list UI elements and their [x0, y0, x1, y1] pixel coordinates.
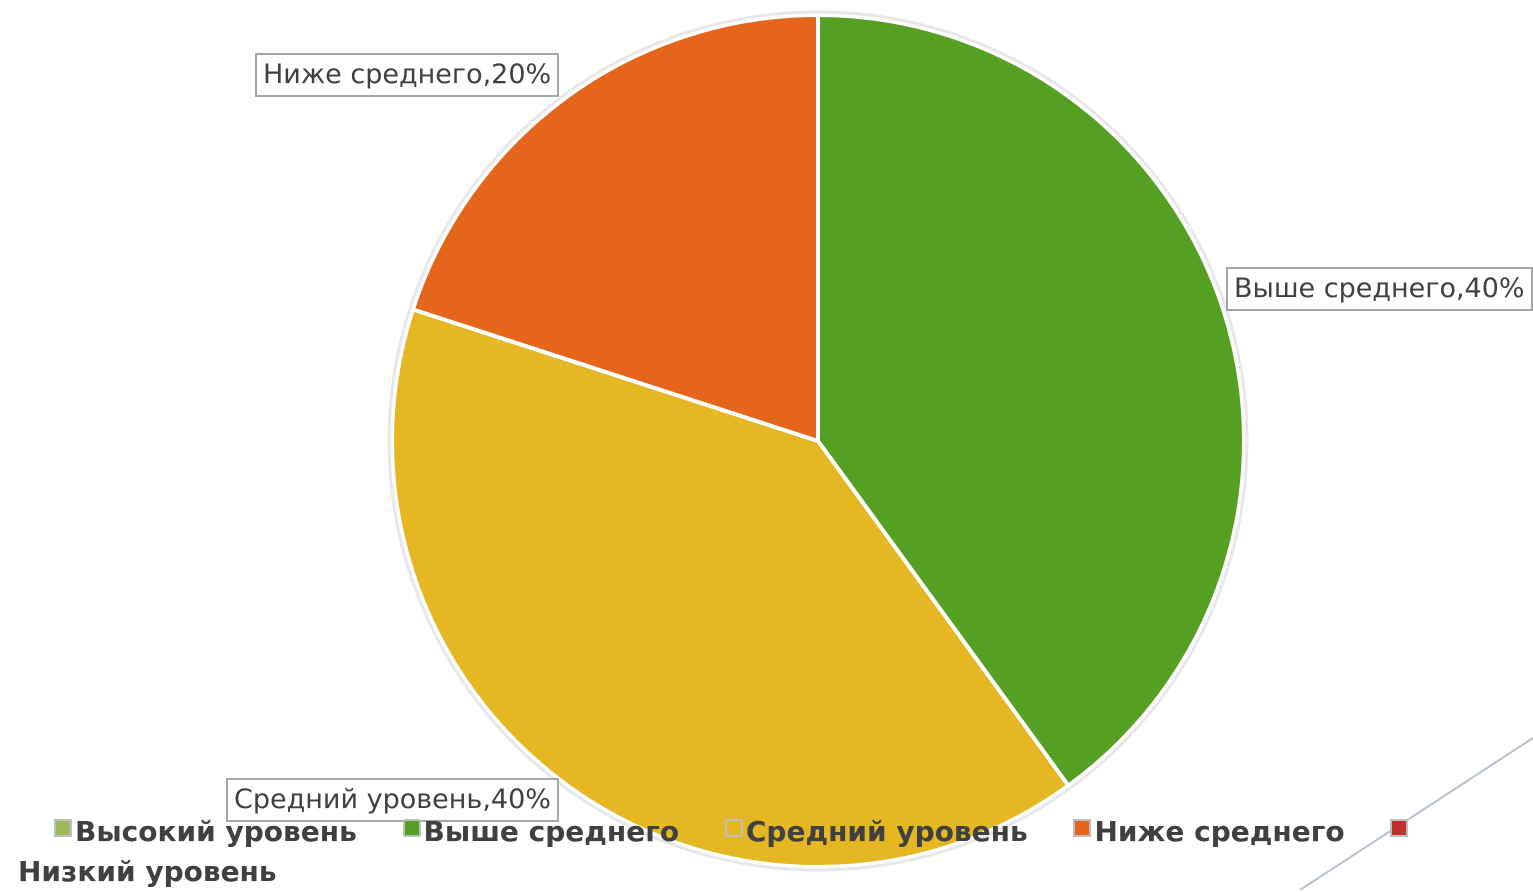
data-label-text: Ниже среднего,20% — [263, 59, 552, 90]
legend-item-average: Средний уровень — [724, 815, 1028, 848]
legend-label: Выше среднего — [423, 815, 680, 848]
legend-label: Высокий уровень — [75, 815, 357, 848]
legend-label: Средний уровень — [745, 815, 1028, 848]
pie-slice-average — [390, 306, 1072, 869]
data-label-text: Выше среднего,40% — [1234, 273, 1525, 304]
legend-label: Ниже среднего — [1094, 815, 1345, 848]
legend-item-high: Высокий уровень — [54, 815, 357, 848]
chart-legend: Высокий уровень Выше среднего Средний ур… — [18, 812, 1418, 892]
legend-swatch-icon — [402, 819, 421, 837]
legend-item-low: Низкий уровень — [18, 815, 1411, 888]
legend-swatch-icon — [1073, 819, 1092, 837]
pie-outline — [387, 10, 1249, 872]
pie-slice-above-average — [816, 12, 1246, 789]
data-label-above-average: Выше среднего,40% — [1226, 267, 1533, 311]
data-label-average: Средний уровень,40% — [226, 778, 559, 822]
pie-slice-below-average — [410, 12, 820, 444]
legend-item-below-average: Ниже среднего — [1073, 815, 1345, 848]
legend-swatch-icon — [724, 819, 743, 837]
data-label-below-average: Ниже среднего,20% — [255, 53, 560, 97]
data-label-text: Средний уровень,40% — [234, 784, 551, 815]
legend-swatch-icon — [1390, 819, 1409, 837]
legend-swatch-icon — [54, 819, 72, 837]
legend-item-above-average: Выше среднего — [402, 815, 680, 848]
legend-label: Низкий уровень — [18, 855, 277, 888]
pie-slices — [387, 10, 1249, 872]
